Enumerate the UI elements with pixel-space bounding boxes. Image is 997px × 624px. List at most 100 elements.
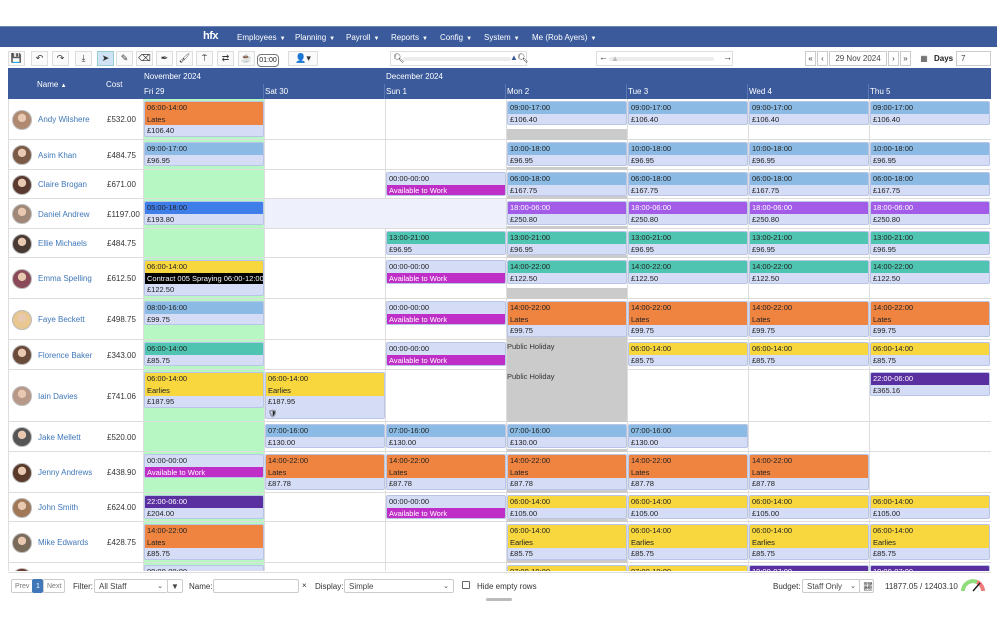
day-header[interactable]: Sat 30 — [265, 87, 289, 96]
day-header[interactable]: Tue 3 — [628, 87, 649, 96]
shift-block[interactable]: 06:00-14:00 Lates £106.40 — [144, 101, 264, 137]
employee-name-link[interactable]: Jake Mellett — [38, 432, 81, 442]
shift-block[interactable]: 13:00-21:00 £96.95 — [386, 231, 506, 255]
date-field[interactable]: 29 Nov 2024 — [829, 51, 887, 66]
shift-block[interactable]: 06:00-14:00 Earlies £85.75 — [628, 524, 748, 560]
shift-block[interactable]: 06:00-14:00 £105.00 — [628, 495, 748, 519]
shift-block[interactable]: 07:00-16:00 £130.00 — [265, 424, 385, 448]
day-header[interactable]: Thu 5 — [870, 87, 891, 96]
shift-block[interactable]: 06:00-14:00 Earlies £85.75 — [507, 524, 627, 560]
scroll-handle-icon[interactable]: ▲ — [611, 54, 619, 63]
redo-button[interactable]: ↷ — [52, 51, 69, 66]
shift-block[interactable]: 14:00-22:00 £122.50 — [749, 260, 869, 284]
menu-payroll[interactable]: Payroll ▼ — [346, 33, 379, 42]
name-filter-input[interactable] — [213, 579, 299, 593]
employee-name-link[interactable]: Emma Spelling — [38, 274, 92, 283]
shift-block[interactable]: 00:00-00:00 Available to Work — [386, 342, 506, 366]
employee-name-link[interactable]: Asim Khan — [38, 150, 77, 160]
time-scroll-slider[interactable]: ← ▲ → — [596, 51, 733, 66]
pointer-button[interactable]: ➤ — [97, 51, 114, 66]
shift-block[interactable]: 07:00-16:00 £130.00 — [386, 424, 506, 448]
page-1-button[interactable]: 1 — [32, 579, 43, 593]
menu-employees[interactable]: Employees ▼ — [237, 33, 286, 42]
shift-block[interactable]: 14:00-22:00 Lates £99.75 — [870, 301, 990, 337]
shift-block[interactable]: 14:00-22:00 £122.50 — [628, 260, 748, 284]
shift-block[interactable]: 06:00-14:00 Earlies £187.95 🛡 — [265, 372, 385, 419]
shift-block[interactable]: 09:00-17:00 £106.40 — [870, 101, 990, 125]
shift-block[interactable]: 06:00-14:00 £85.75 — [144, 342, 264, 366]
shift-block[interactable]: 07:00-16:00 £130.00 — [628, 424, 748, 448]
shift-block[interactable]: 18:00-06:00 £250.80 — [749, 201, 869, 225]
zoom-out-icon[interactable]: 🔍︎ — [393, 53, 405, 63]
shift-block[interactable]: 06:00-18:00 £167.75 — [507, 172, 627, 196]
shift-block[interactable]: 14:00-22:00 Lates £87.78 — [386, 454, 506, 490]
shift-block[interactable]: 06:00-18:00 £167.75 — [749, 172, 869, 196]
menu-me-rob-ayers[interactable]: Me (Rob Ayers) ▼ — [532, 33, 596, 42]
save-button[interactable]: 💾 — [8, 51, 25, 66]
shift-block[interactable]: 14:00-22:00 Lates £87.78 — [265, 454, 385, 490]
shift-block[interactable]: 18:00-06:00 £250.80 — [507, 201, 627, 225]
shift-block[interactable]: 09:00-17:00 £106.40 — [628, 101, 748, 125]
shift-block[interactable]: 00:00-00:00 Available to Work — [386, 301, 506, 325]
shift-block[interactable]: 07:00-19:00 — [507, 565, 627, 571]
employee-name-link[interactable]: Andy Wilshere — [38, 115, 90, 124]
days-input[interactable]: 7 — [956, 51, 991, 66]
arrow-left-icon[interactable]: ← — [599, 52, 608, 62]
budget-select[interactable]: Staff Only ⌄ — [802, 579, 860, 593]
pencil-button[interactable]: ✎ — [116, 51, 133, 66]
shift-block[interactable]: 19:00-07:00 — [749, 565, 869, 571]
undo-button[interactable]: ↶ — [31, 51, 48, 66]
name-column-header[interactable]: Name ▲ — [37, 80, 67, 89]
break-time-field[interactable]: 01:00 — [257, 54, 279, 67]
shift-block[interactable]: 10:00-18:00 £96.95 — [870, 142, 990, 166]
marker-button[interactable]: ✒ — [156, 51, 173, 66]
shift-block[interactable]: 09:00-17:00 £106.40 — [749, 101, 869, 125]
shift-block[interactable]: 13:00-21:00 £96.95 — [507, 231, 627, 255]
day-header[interactable]: Fri 29 — [144, 87, 165, 96]
shift-block[interactable]: 06:00-18:00 £167.75 — [870, 172, 990, 196]
public-holiday-cell[interactable]: Public Holiday — [507, 370, 627, 422]
horizontal-scrollbar[interactable] — [486, 598, 512, 601]
shift-block[interactable]: 14:00-22:00 Lates £99.75 — [628, 301, 748, 337]
shift-block[interactable]: 06:00-14:00 Earlies £85.75 — [749, 524, 869, 560]
zoom-in-icon[interactable]: 🔍︎ — [517, 53, 529, 63]
shift-block[interactable]: 14:00-22:00 Lates £85.75 — [144, 524, 264, 560]
shift-block[interactable]: 09:00-17:00 £106.40 — [507, 101, 627, 125]
shift-block[interactable]: 13:00-21:00 £96.95 — [870, 231, 990, 255]
prev-page-button[interactable]: Prev — [11, 579, 33, 593]
shift-block[interactable]: 06:00-14:00 £85.75 — [870, 342, 990, 366]
menu-system[interactable]: System ▼ — [484, 33, 520, 42]
previous-day-button[interactable]: ‹ — [817, 51, 828, 66]
employee-name-link[interactable]: Florence Baker — [38, 350, 93, 360]
shift-block[interactable]: 06:00-14:00 £105.00 — [870, 495, 990, 519]
brush-button[interactable]: 🖌 — [176, 51, 193, 66]
next-day-button[interactable]: › — [888, 51, 899, 66]
shift-block[interactable]: 10:00-18:00 £96.95 — [628, 142, 748, 166]
display-select[interactable]: Simple ⌄ — [344, 579, 454, 593]
shift-block[interactable]: 06:00-14:00 £105.00 — [749, 495, 869, 519]
shift-block[interactable]: 13:00-21:00 £96.95 — [628, 231, 748, 255]
employee-name-link[interactable]: Iain Davies — [38, 391, 78, 401]
hide-empty-rows-checkbox[interactable] — [462, 581, 470, 589]
menu-config[interactable]: Config ▼ — [440, 33, 472, 42]
slider-handle-icon[interactable]: ▲ — [510, 53, 518, 62]
swap-button[interactable]: ⇄ — [217, 51, 234, 66]
shift-block[interactable]: 13:00-21:00 £96.95 — [749, 231, 869, 255]
shift-block[interactable]: 06:00-14:00 Earlies £187.95 — [144, 372, 264, 408]
shift-block[interactable]: 14:00-22:00 Lates £99.75 — [749, 301, 869, 337]
shift-block[interactable]: 06:00-18:00 £167.75 — [628, 172, 748, 196]
shift-block[interactable]: 19:00-07:00 — [870, 565, 990, 571]
cost-column-header[interactable]: Cost — [106, 80, 123, 89]
shift-block[interactable]: 14:00-22:00 £122.50 — [870, 260, 990, 284]
shift-block[interactable]: 14:00-22:00 Lates £87.78 — [507, 454, 627, 490]
break-button[interactable]: ☕ — [238, 51, 255, 66]
shift-block[interactable]: 14:00-22:00 £122.50 — [507, 260, 627, 284]
day-header[interactable]: Mon 2 — [507, 87, 530, 96]
shift-block[interactable]: 06:00-14:00 Contract 005 Spraying 06:00-1… — [144, 260, 264, 296]
shift-block[interactable]: 07:00-19:00 — [628, 565, 748, 571]
day-header[interactable]: Wed 4 — [749, 87, 772, 96]
shift-block[interactable]: 14:00-22:00 Lates £87.78 — [749, 454, 869, 490]
app-logo[interactable]: hfx — [203, 30, 219, 42]
budget-chart-icon[interactable]: 📈︎ — [859, 579, 874, 593]
shift-block[interactable]: 18:00-06:00 £250.80 — [628, 201, 748, 225]
